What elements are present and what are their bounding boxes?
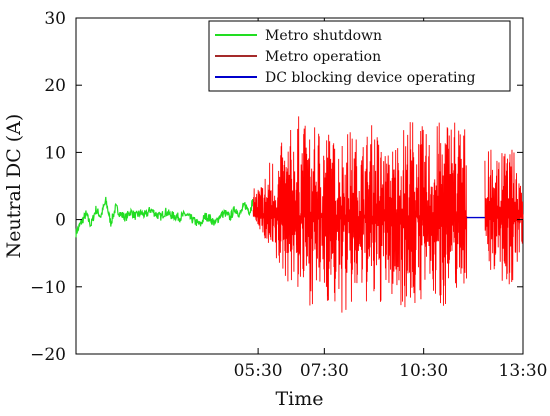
x-axis-label: Time xyxy=(275,388,323,410)
series-metro-operation-segment xyxy=(252,116,468,313)
series-metro-operation-segment xyxy=(484,149,524,285)
series-metro-shutdown xyxy=(75,196,254,238)
legend-box xyxy=(208,20,511,92)
x-tick-label: 13:30 xyxy=(499,361,548,381)
legend: Metro shutdown Metro operation DC blocki… xyxy=(208,20,511,92)
x-tick-label: 05:30 xyxy=(234,361,283,381)
y-tick-label: 30 xyxy=(44,9,66,29)
series-layer xyxy=(75,116,524,313)
legend-label-metro-operation: Metro operation xyxy=(265,49,381,65)
y-tick-label: −20 xyxy=(30,345,66,365)
x-tick-label: 07:30 xyxy=(300,361,349,381)
y-tick-label: −10 xyxy=(30,278,66,298)
plot-frame xyxy=(75,17,524,355)
y-axis-label: Neutral DC (A) xyxy=(3,114,25,259)
x-tick-label: 10:30 xyxy=(399,361,448,381)
legend-label-metro-shutdown: Metro shutdown xyxy=(265,28,382,44)
y-tick-label: 20 xyxy=(44,76,66,96)
ticks-layer: −20 −10 0 10 20 30 05:30 07:30 10:30 13:30 xyxy=(30,9,547,381)
y-tick-label: 0 xyxy=(55,211,66,231)
legend-label-dc-blocking: DC blocking device operating xyxy=(265,70,476,86)
y-tick-label: 10 xyxy=(44,143,66,163)
